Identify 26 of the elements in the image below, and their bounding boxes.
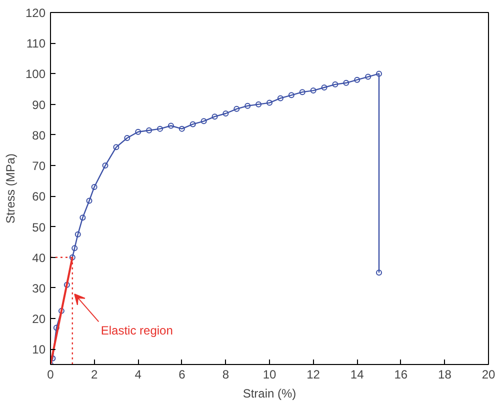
x-tick-label: 8 <box>222 368 230 382</box>
y-tick-label: 60 <box>32 190 46 204</box>
x-tick-label: 2 <box>90 368 98 382</box>
y-tick-label: 70 <box>32 159 46 174</box>
annotation: Elastic region <box>100 324 173 338</box>
y-tick-label: 110 <box>26 36 46 51</box>
y-tick-label: 80 <box>32 128 46 142</box>
y-tick-label: 50 <box>32 220 46 234</box>
y-tick-label: 100 <box>25 67 46 82</box>
x-tick-label: 12 <box>306 368 320 382</box>
x-tick-label: 6 <box>178 368 186 382</box>
y-tick-label: 40 <box>32 250 46 265</box>
x-tick-label: 14 <box>350 368 364 382</box>
y-tick-label: 10 <box>32 342 46 357</box>
y-tick-label: 30 <box>32 281 46 296</box>
x-axis-title: Strain (%) <box>242 386 296 400</box>
x-tick-label: 16 <box>394 368 408 382</box>
y-tick-label: 20 <box>32 312 46 326</box>
x-tick-label: 10 <box>262 368 276 382</box>
y-tick-label: 120 <box>25 6 46 20</box>
y-tick-label: 90 <box>32 98 46 112</box>
y-axis-title: Stress (MPa) <box>3 153 18 224</box>
x-tick-label: 18 <box>438 368 452 382</box>
x-tick-label: 0 <box>47 368 54 382</box>
x-tick-label: 4 <box>134 368 142 382</box>
x-tick-label: 20 <box>482 368 496 382</box>
